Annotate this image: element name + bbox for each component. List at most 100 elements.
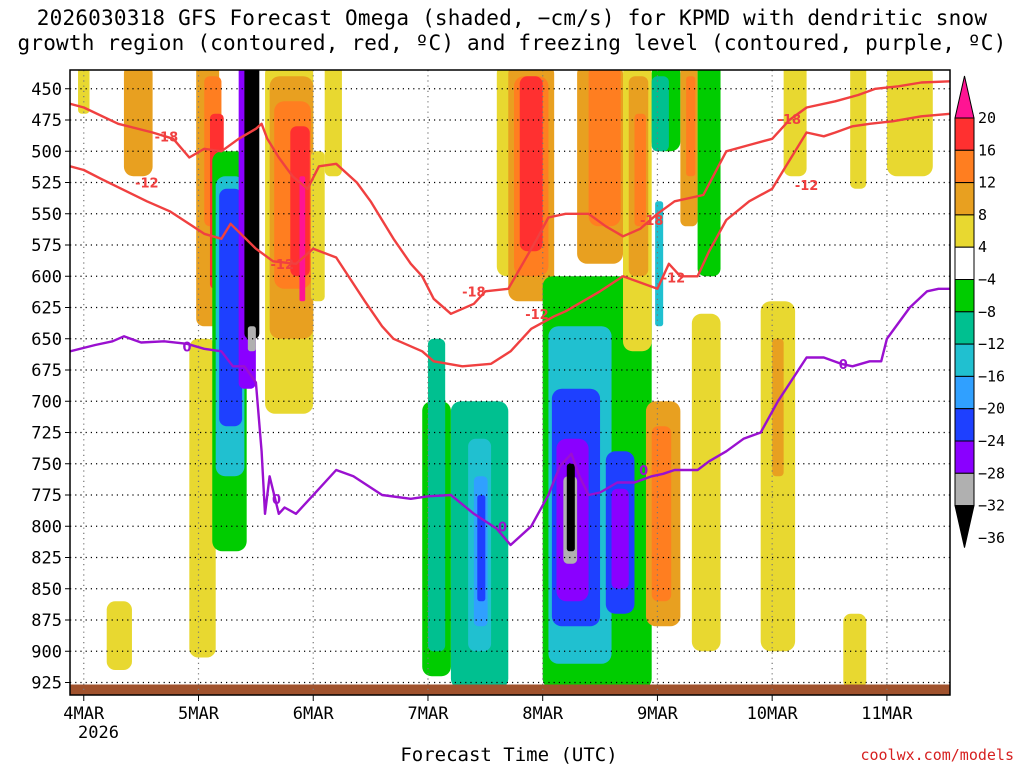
x-tick-label: 10MAR — [747, 704, 799, 724]
y-tick-label: 450 — [31, 80, 62, 100]
y-tick-label: 600 — [31, 267, 62, 287]
y-tick-label: 550 — [31, 205, 62, 225]
omega-cell — [324, 70, 342, 177]
x-tick-label: 7MAR — [407, 704, 449, 724]
x-tick-label: 8MAR — [522, 704, 564, 724]
x-year-label: 2026 — [78, 723, 119, 743]
colorbar-label: −36 — [978, 529, 1005, 547]
y-tick-label: 925 — [31, 674, 62, 694]
omega-cell — [189, 338, 216, 658]
omega-cell — [691, 313, 721, 652]
colorbar-label: −24 — [978, 432, 1005, 450]
colorbar-label: −12 — [978, 335, 1005, 353]
y-tick-label: 825 — [31, 549, 62, 569]
colorbar-label: 8 — [978, 206, 987, 224]
colorbar-label: −4 — [978, 271, 996, 289]
contour-label-minus12: -12 — [135, 177, 159, 192]
omega-cell — [655, 201, 664, 327]
y-tick-label: 500 — [31, 142, 62, 162]
colorbar-swatch — [954, 279, 975, 313]
omega-cell — [588, 70, 621, 227]
contour-label-0: 0 — [183, 340, 192, 355]
omega-cell — [886, 70, 933, 177]
contour-label-minus12: -12 — [271, 258, 295, 273]
y-tick-label: 625 — [31, 299, 62, 319]
colorbar-label: −16 — [978, 367, 1005, 385]
omega-cell — [843, 613, 867, 689]
contour-label-minus18: -18 — [155, 130, 179, 145]
contour-label-0: 0 — [639, 464, 648, 479]
omega-cell — [477, 495, 486, 602]
colorbar-label: −32 — [978, 497, 1005, 515]
y-tick-label: 775 — [31, 486, 62, 506]
colorbar: 20 16 12 8 4 −4 −8 −12 −16 −20 −24 −28 −32 −36 — [954, 75, 1005, 548]
contour-label-minus18: -18 — [778, 113, 802, 128]
colorbar-swatch — [954, 311, 975, 345]
omega-cell — [611, 488, 629, 589]
contour-label-0: 0 — [498, 520, 507, 535]
y-tick-label: 750 — [31, 455, 62, 475]
y-tick-label: 525 — [31, 174, 62, 194]
omega-cell — [772, 338, 784, 477]
omega-cell — [686, 76, 696, 177]
omega-cell — [106, 601, 132, 670]
x-axis-title: Forecast Time (UTC) — [400, 744, 618, 766]
omega-cell — [651, 76, 669, 152]
omega-cell — [850, 70, 867, 189]
colorbar-label: −8 — [978, 303, 996, 321]
colorbar-swatch — [954, 246, 975, 280]
y-tick-label: 575 — [31, 236, 62, 256]
colorbar-swatch — [954, 440, 975, 474]
colorbar-label: 20 — [978, 109, 996, 127]
omega-cell — [651, 426, 672, 602]
omega-cell — [244, 70, 260, 339]
contour-label-minus12: -12 — [525, 308, 549, 323]
colorbar-label: −28 — [978, 464, 1005, 482]
contour-label-minus18: -18 — [640, 214, 664, 229]
omega-shading — [78, 70, 933, 689]
contour-minus12 — [70, 112, 950, 368]
omega-cell — [634, 113, 646, 227]
omega-cell — [519, 76, 543, 252]
y-axis: 450 475 500 525 550 575 600 625 650 675 700 725 750 7… — [31, 80, 70, 694]
gridlines — [70, 70, 950, 695]
y-tick-label: 850 — [31, 580, 62, 600]
omega-cell — [697, 70, 721, 277]
contour-label-minus12: -12 — [662, 272, 686, 287]
y-tick-label: 875 — [31, 611, 62, 631]
colorbar-label: 16 — [978, 141, 996, 159]
omega-cell — [123, 70, 153, 177]
colorbar-label: 12 — [978, 174, 996, 192]
ground-band — [70, 684, 950, 695]
x-tick-label: 5MAR — [178, 704, 220, 724]
colorbar-swatch — [954, 408, 975, 442]
watermark: coolwx.com/models — [860, 746, 1014, 764]
omega-cell — [566, 463, 575, 552]
colorbar-swatch — [954, 214, 975, 248]
omega-cell — [310, 151, 325, 302]
colorbar-label: 4 — [978, 238, 987, 256]
contour-minus18 — [70, 80, 950, 315]
colorbar-swatch — [954, 472, 975, 507]
y-tick-label: 800 — [31, 517, 62, 537]
omega-cell — [299, 176, 306, 302]
colorbar-top-arrow — [954, 75, 975, 119]
x-axis: 4MAR 5MAR 6MAR 7MAR 8MAR 9MAR 10MAR 11MAR — [63, 695, 913, 724]
y-tick-label: 675 — [31, 361, 62, 381]
y-tick-label: 475 — [31, 111, 62, 131]
omega-cell — [247, 326, 256, 352]
plot-frame — [69, 69, 951, 696]
y-tick-label: 700 — [31, 392, 62, 412]
y-tick-label: 900 — [31, 642, 62, 662]
omega-cell — [783, 70, 807, 177]
contour-label-minus12: -12 — [795, 179, 819, 194]
contours: -12 -12 -12 -12 -12 -18 -18 -18 -18 0 0 0 0 0 — [70, 80, 950, 547]
chart-title: 2026030318 GFS Forecast Omega (shaded, −… — [17, 6, 1007, 55]
colorbar-swatch — [954, 182, 975, 216]
x-tick-label: 11MAR — [861, 704, 913, 724]
x-tick-label: 9MAR — [637, 704, 679, 724]
colorbar-label: −20 — [978, 400, 1005, 418]
contour-label-0: 0 — [839, 358, 848, 373]
contour-label-0: 0 — [272, 493, 281, 508]
